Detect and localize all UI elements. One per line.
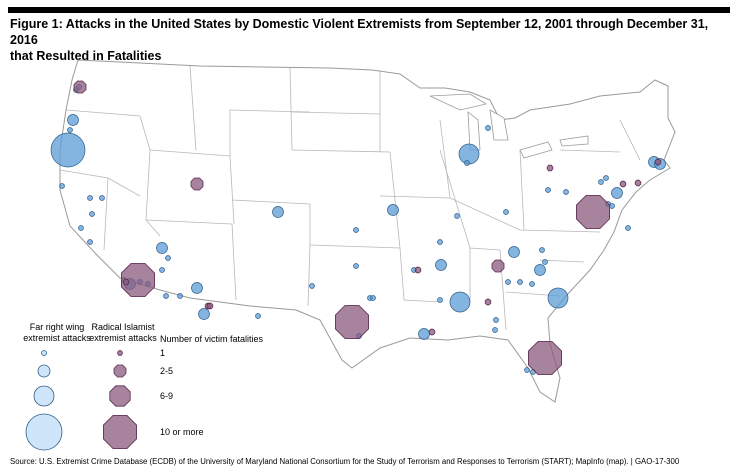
legend-far-right-marker-4 xyxy=(25,413,63,451)
legend-size-label-10-plus: 10 or more xyxy=(160,427,204,437)
islamist-attack-marker-15 xyxy=(634,179,642,187)
figure-title-line1: Figure 1: Attacks in the United States b… xyxy=(10,17,709,47)
us-outline xyxy=(59,59,676,403)
far-right-attack-marker-58 xyxy=(625,225,631,231)
far-right-attack-marker-8 xyxy=(99,195,105,201)
far-right-attack-marker-27 xyxy=(353,227,359,233)
far-right-attack-marker-53 xyxy=(563,189,569,195)
far-right-attack-marker-3 xyxy=(67,114,79,126)
far-right-attack-marker-52 xyxy=(545,187,551,193)
far-right-attack-marker-45 xyxy=(539,247,545,253)
far-right-attack-marker-63 xyxy=(437,239,443,245)
islamist-attack-marker-10 xyxy=(428,328,436,336)
far-right-attack-marker-40 xyxy=(505,279,511,285)
far-right-attack-marker-42 xyxy=(529,281,535,287)
far-right-attack-marker-23 xyxy=(272,206,284,218)
far-right-attack-marker-4 xyxy=(67,127,73,133)
far-right-attack-marker-21 xyxy=(191,282,203,294)
far-right-attack-marker-39 xyxy=(437,297,443,303)
far-right-attack-marker-22 xyxy=(198,308,210,320)
legend-far-right-marker-3 xyxy=(33,385,55,407)
far-right-attack-marker-64 xyxy=(454,213,460,219)
far-right-attack-marker-13 xyxy=(165,255,171,261)
islamist-attack-marker-8 xyxy=(491,259,505,273)
far-right-attack-marker-20 xyxy=(177,293,183,299)
source-note: Source: U.S. Extremist Crime Database (E… xyxy=(10,457,680,466)
legend-islamist-header: Radical Islamist extremist attacks xyxy=(76,322,170,344)
far-right-attack-marker-25 xyxy=(309,283,315,289)
far-right-attack-marker-19 xyxy=(163,293,169,299)
attack-markers xyxy=(50,80,666,376)
islamist-attack-marker-9 xyxy=(484,298,492,306)
legend-islamist-header-line1: Radical Islamist xyxy=(91,322,155,332)
far-right-attack-marker-54 xyxy=(598,179,604,185)
far-right-attack-marker-47 xyxy=(493,317,499,323)
legend-far-right-header: Far right wing extremist attacks xyxy=(12,322,102,344)
far-right-attack-marker-5 xyxy=(50,132,86,168)
islamist-attack-marker-13 xyxy=(546,164,554,172)
legend-size-label-2-5: 2-5 xyxy=(160,366,174,376)
far-right-attack-marker-51 xyxy=(503,209,509,215)
far-right-attack-marker-48 xyxy=(492,327,498,333)
figure-title-line2: that Resulted in Fatalities xyxy=(10,49,162,63)
far-right-attack-marker-56 xyxy=(611,187,623,199)
far-right-attack-marker-46 xyxy=(547,287,569,309)
far-right-attack-marker-11 xyxy=(87,239,93,245)
islamist-attack-marker-17 xyxy=(414,266,422,274)
far-right-attack-marker-38 xyxy=(418,328,430,340)
far-right-attack-marker-33 xyxy=(485,125,491,131)
legend-far-right-header-line1: Far right wing xyxy=(29,322,85,332)
legend-islamist-header-line2: extremist attacks xyxy=(89,333,157,343)
legend-islamist-marker-3 xyxy=(109,385,131,407)
legend-islamist-marker-2 xyxy=(113,364,127,378)
legend-islamist-marker-4 xyxy=(103,414,138,450)
far-right-attack-marker-26 xyxy=(353,263,359,269)
islamist-attack-marker-11 xyxy=(576,194,610,230)
great-lakes xyxy=(429,93,589,159)
far-right-attack-marker-12 xyxy=(156,242,168,254)
legend-far-right-marker-2 xyxy=(37,364,51,378)
far-right-attack-marker-32 xyxy=(464,160,470,166)
legend-size-label-6-9: 6-9 xyxy=(160,391,174,401)
legend-size-label-1: 1 xyxy=(160,348,166,358)
legend-far-right-header-line2: extremist attacks xyxy=(23,333,91,343)
far-right-attack-marker-9 xyxy=(89,211,95,217)
far-right-attack-marker-44 xyxy=(542,259,548,265)
far-right-attack-marker-24 xyxy=(255,313,261,319)
far-right-attack-marker-36 xyxy=(508,246,520,258)
islamist-attack-marker-2 xyxy=(190,177,204,191)
far-right-attack-marker-43 xyxy=(534,264,546,276)
far-right-attack-marker-6 xyxy=(59,183,65,189)
legend-markers xyxy=(25,350,138,451)
far-right-attack-marker-41 xyxy=(517,279,523,285)
far-right-attack-marker-14 xyxy=(159,267,165,273)
legend-islamist-marker-1 xyxy=(117,350,123,356)
far-right-attack-marker-34 xyxy=(435,259,447,271)
far-right-attack-marker-29 xyxy=(370,295,376,301)
state-borders xyxy=(59,65,641,331)
islamist-attack-marker-3 xyxy=(121,262,156,298)
far-right-attack-marker-49 xyxy=(524,367,530,373)
figure-title: Figure 1: Attacks in the United States b… xyxy=(10,16,730,64)
islamist-attack-marker-14 xyxy=(528,340,562,376)
far-right-attack-marker-55 xyxy=(603,175,609,181)
far-right-attack-marker-30 xyxy=(387,204,399,216)
far-right-attack-marker-37 xyxy=(449,291,471,313)
legend-far-right-marker-1 xyxy=(41,350,47,356)
far-right-attack-marker-10 xyxy=(78,225,84,231)
islamist-attack-marker-6 xyxy=(206,302,214,310)
far-right-attack-marker-7 xyxy=(87,195,93,201)
legend-fatalities-header: Number of victim fatalities xyxy=(160,334,264,344)
islamist-attack-marker-4 xyxy=(122,278,130,286)
islamist-attack-marker-16 xyxy=(654,158,662,166)
islamist-attack-marker-1 xyxy=(73,80,87,94)
islamist-attack-marker-12 xyxy=(619,180,627,188)
islamist-attack-marker-7 xyxy=(334,304,370,340)
title-top-rule xyxy=(8,7,730,13)
